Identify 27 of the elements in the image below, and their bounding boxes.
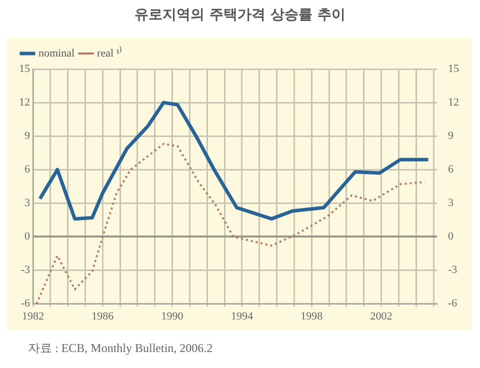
y-tick-label: 3: [24, 197, 30, 210]
y-tick-label: -6: [20, 298, 30, 310]
x-tick-label: 1998: [300, 310, 324, 322]
y-tick-label: 6: [24, 164, 30, 176]
line-series: [35, 142, 426, 304]
y-tick-label: -3: [20, 264, 30, 276]
x-tick-label: 2002: [370, 310, 392, 322]
legend-label: nominal: [38, 47, 75, 60]
x-tick-label: 1982: [22, 310, 44, 322]
y2-tick-label: 9: [448, 130, 454, 142]
y2-tick-label: -6: [448, 298, 458, 310]
y-tick-label: 15: [19, 62, 30, 75]
y2-tick-label: -3: [448, 264, 458, 276]
y2-tick-label: 12: [448, 96, 459, 108]
y2-tick-label: 0: [448, 230, 454, 243]
y2-tick-label: 6: [448, 164, 454, 176]
x-tick-label: 1990: [161, 310, 184, 322]
text: 자료 : ECB, Monthly Bulletin, 2006.2: [28, 340, 213, 357]
y2-tick-label: 15: [448, 62, 460, 75]
chart-title: 유로지역의 주택가격 상승률 추이: [134, 6, 346, 24]
legend-label: real ¹⁾: [97, 46, 122, 60]
y-tick-label: 9: [24, 130, 30, 142]
x-tick-label: 1986: [92, 310, 114, 322]
x-tick-label: 1994: [230, 310, 254, 322]
y-tick-label: 0: [24, 230, 30, 243]
y-tick-label: 12: [19, 96, 30, 108]
y2-tick-label: 3: [448, 197, 454, 210]
